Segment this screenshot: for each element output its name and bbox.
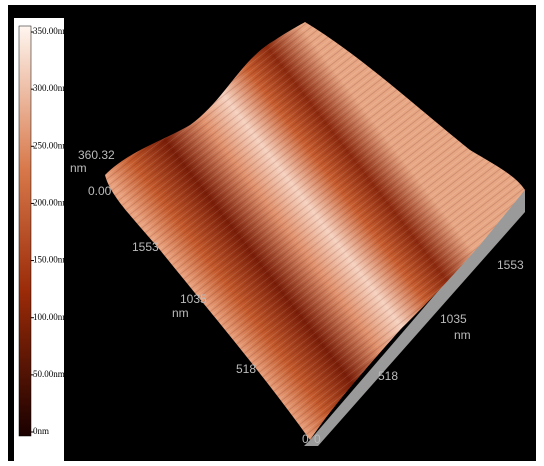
right-tick: 0 — [314, 432, 321, 446]
right-unit: nm — [454, 328, 471, 342]
colorbar-label: 150.00nm — [33, 255, 69, 265]
left-tick: 0 — [302, 432, 309, 446]
left-tick: 1035 — [180, 292, 207, 306]
colorbar-label: 0nm — [33, 426, 49, 436]
right-tick: 1553 — [497, 258, 524, 272]
colorbar-label: 50.00nm — [33, 369, 65, 379]
right-tick: 1035 — [440, 312, 467, 326]
colorbar-label: 100.00nm — [33, 312, 69, 322]
z-max-label: 360.32 — [78, 148, 115, 162]
left-unit: nm — [172, 306, 189, 320]
colorbar-label: 350.00nm — [33, 26, 69, 36]
z-min-label: 0.00 — [88, 184, 112, 198]
z-unit: nm — [70, 161, 87, 175]
colorbar-label: 300.00nm — [33, 83, 69, 93]
right-tick: 518 — [378, 369, 398, 383]
colorbar — [19, 26, 31, 436]
left-tick: 1553 — [132, 240, 159, 254]
colorbar-label: 200.00nm — [33, 197, 69, 207]
afm-figure: 350.00nm 300.00nm 250.00nm 200.00nm 150.00nm… — [0, 0, 544, 466]
colorbar-label: 250.00nm — [33, 140, 69, 150]
left-tick: 518 — [236, 362, 256, 376]
page: {"colorbar": {"labels": ["350.00nm", "30… — [0, 0, 544, 466]
